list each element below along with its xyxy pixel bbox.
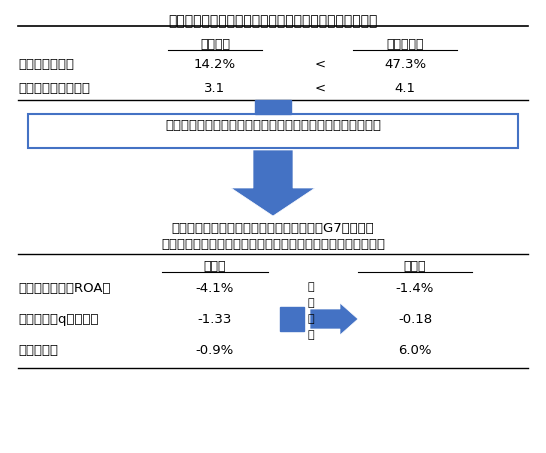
Text: 売上成長率: 売上成長率 — [18, 344, 58, 357]
Polygon shape — [231, 150, 315, 216]
Polygon shape — [310, 303, 358, 335]
Text: 6.0%: 6.0% — [398, 344, 432, 357]
Bar — [255, 100, 291, 114]
Text: 社外取締役比率と雇用調整柔軟度指数の差異の考慮前と考慮後: 社外取締役比率と雇用調整柔軟度指数の差異の考慮前と考慮後 — [161, 238, 385, 251]
Text: ２つの指標の差異で財務パフォーマンスの差は説明可能か？: ２つの指標の差異で財務パフォーマンスの差は説明可能か？ — [165, 119, 381, 132]
Text: 総資産利益率（ROA）: 総資産利益率（ROA） — [18, 282, 110, 295]
Bar — [280, 307, 304, 331]
Bar — [28, 114, 518, 148]
Text: 社外取締役比率: 社外取締役比率 — [18, 58, 74, 71]
Text: 財務指標の差＝日本企業－比較対象企業（G7国企業）: 財務指標の差＝日本企業－比較対象企業（G7国企業） — [171, 222, 375, 235]
Text: -0.9%: -0.9% — [196, 344, 234, 357]
Text: <: < — [314, 82, 325, 95]
Text: 小: 小 — [308, 330, 314, 340]
Text: 全サンプル: 全サンプル — [386, 38, 424, 51]
Text: 縮: 縮 — [308, 314, 314, 324]
Text: <: < — [314, 58, 325, 71]
Text: 日本企業の社外取締役比率と雇用調整柔軟度指数の状況: 日本企業の社外取締役比率と雇用調整柔軟度指数の状況 — [168, 14, 378, 28]
Text: 考慮前: 考慮前 — [204, 260, 226, 273]
Text: 幅: 幅 — [308, 298, 314, 308]
Text: 14.2%: 14.2% — [194, 58, 236, 71]
Text: -4.1%: -4.1% — [196, 282, 234, 295]
Text: -1.33: -1.33 — [198, 313, 232, 326]
Text: 日本企業: 日本企業 — [200, 38, 230, 51]
Text: 大: 大 — [308, 282, 314, 292]
Text: 47.3%: 47.3% — [384, 58, 426, 71]
Text: -0.18: -0.18 — [398, 313, 432, 326]
Text: 4.1: 4.1 — [395, 82, 416, 95]
Text: 雇用調整柔軟度指数: 雇用調整柔軟度指数 — [18, 82, 90, 95]
Text: -1.4%: -1.4% — [396, 282, 434, 295]
Text: 考慮後: 考慮後 — [403, 260, 426, 273]
Text: 市場評価（qレシオ）: 市場評価（qレシオ） — [18, 313, 98, 326]
Text: 3.1: 3.1 — [204, 82, 225, 95]
